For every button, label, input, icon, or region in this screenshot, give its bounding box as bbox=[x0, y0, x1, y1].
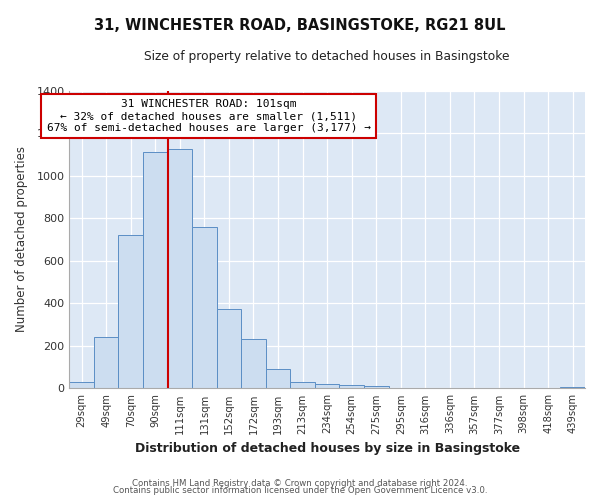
Y-axis label: Number of detached properties: Number of detached properties bbox=[15, 146, 28, 332]
Bar bbox=[315, 384, 340, 388]
Bar bbox=[94, 338, 118, 388]
Title: Size of property relative to detached houses in Basingstoke: Size of property relative to detached ho… bbox=[145, 50, 510, 63]
Bar bbox=[167, 149, 192, 388]
Bar bbox=[340, 385, 364, 388]
Bar bbox=[118, 235, 143, 388]
Bar bbox=[217, 308, 241, 388]
Bar bbox=[266, 370, 290, 388]
Text: Contains public sector information licensed under the Open Government Licence v3: Contains public sector information licen… bbox=[113, 486, 487, 495]
X-axis label: Distribution of detached houses by size in Basingstoke: Distribution of detached houses by size … bbox=[134, 442, 520, 455]
Bar bbox=[290, 382, 315, 388]
Bar bbox=[143, 152, 167, 388]
Bar bbox=[241, 340, 266, 388]
Bar bbox=[70, 382, 94, 388]
Text: Contains HM Land Registry data © Crown copyright and database right 2024.: Contains HM Land Registry data © Crown c… bbox=[132, 478, 468, 488]
Bar bbox=[192, 226, 217, 388]
Text: 31, WINCHESTER ROAD, BASINGSTOKE, RG21 8UL: 31, WINCHESTER ROAD, BASINGSTOKE, RG21 8… bbox=[94, 18, 506, 32]
Bar bbox=[364, 386, 389, 388]
Text: 31 WINCHESTER ROAD: 101sqm
← 32% of detached houses are smaller (1,511)
67% of s: 31 WINCHESTER ROAD: 101sqm ← 32% of deta… bbox=[47, 100, 371, 132]
